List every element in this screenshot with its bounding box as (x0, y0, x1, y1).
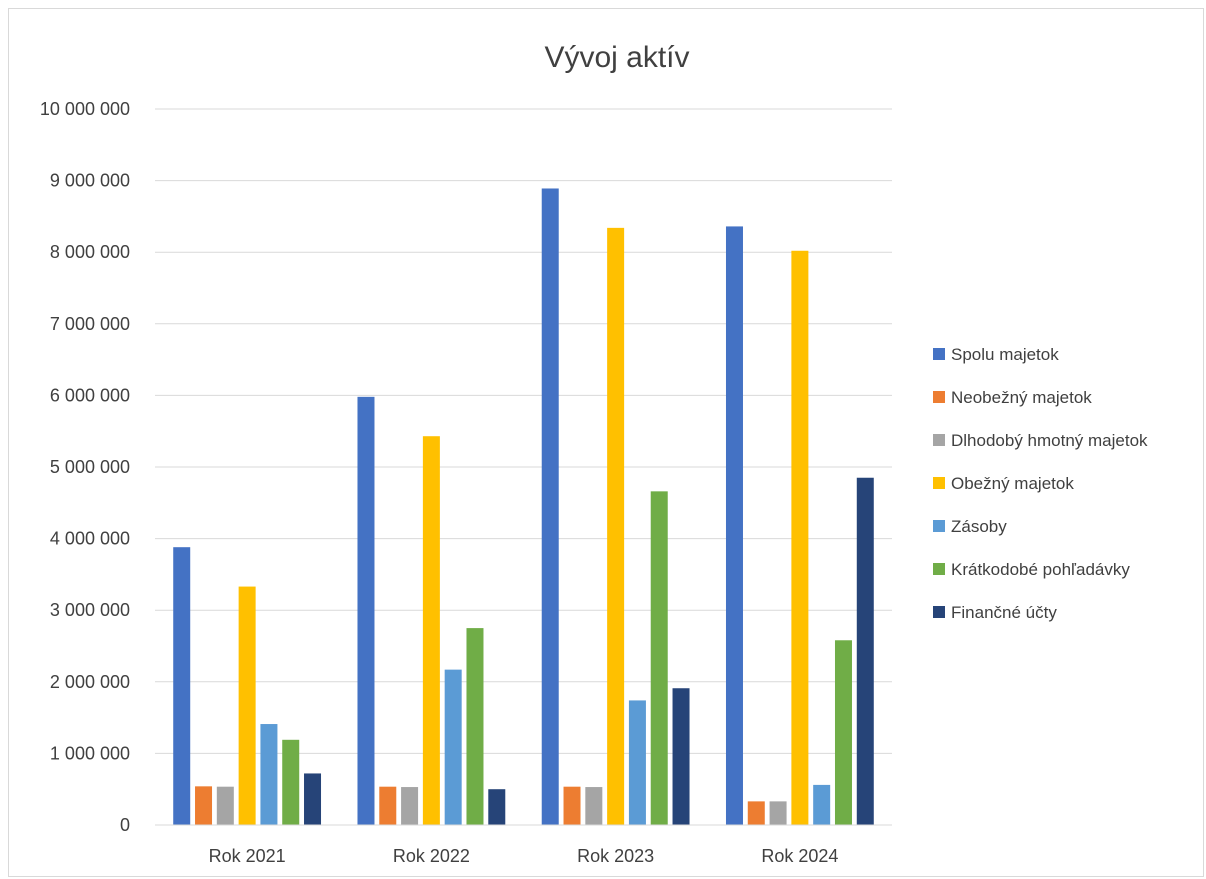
y-tick-label: 9 000 000 (50, 171, 130, 191)
bar (672, 688, 690, 825)
legend-label: Krátkodobé pohľadávky (951, 560, 1130, 579)
bar (541, 188, 559, 826)
y-tick-label: 3 000 000 (50, 600, 130, 620)
bar (607, 227, 625, 826)
y-tick-label: 8 000 000 (50, 242, 130, 262)
grid-lines (155, 108, 892, 754)
bar (585, 787, 603, 825)
x-axis-ticks: Rok 2021 Rok 2022 Rok 2023 Rok 2024 (209, 846, 839, 866)
chart-title: Vývoj aktív (544, 41, 689, 74)
legend-swatch (933, 348, 945, 360)
bar (747, 801, 765, 825)
y-tick-label: 6 000 000 (50, 385, 130, 405)
bar (791, 250, 809, 825)
bar (725, 226, 743, 826)
bar (856, 477, 874, 825)
y-tick-label: 10 000 000 (40, 99, 130, 119)
y-tick-label: 1 000 000 (50, 743, 130, 763)
bar (238, 586, 256, 825)
bar (488, 789, 506, 825)
bar (813, 784, 831, 825)
bar (401, 787, 419, 825)
x-tick-label: Rok 2021 (209, 846, 286, 866)
legend-label: Dlhodobý hmotný majetok (951, 431, 1148, 450)
x-tick-label: Rok 2024 (761, 846, 838, 866)
y-tick-label: 2 000 000 (50, 672, 130, 692)
y-tick-label: 7 000 000 (50, 314, 130, 334)
legend-label: Spolu majetok (951, 345, 1059, 364)
bar (834, 640, 852, 825)
legend-swatch (933, 391, 945, 403)
legend-swatch (933, 606, 945, 618)
legend-label: Neobežný majetok (951, 388, 1092, 407)
y-axis-ticks: 0 1 000 000 2 000 000 3 000 000 4 000 000 5 0… (40, 99, 130, 835)
bar (173, 547, 191, 825)
bar (195, 786, 213, 825)
bar (357, 396, 375, 825)
bar (466, 628, 484, 825)
x-tick-label: Rok 2023 (577, 846, 654, 866)
legend-swatch (933, 434, 945, 446)
bar (650, 491, 668, 825)
legend-swatch (933, 520, 945, 532)
legend-label: Finančné účty (951, 603, 1057, 622)
bars (173, 188, 874, 826)
legend-label: Zásoby (951, 517, 1007, 536)
bar (422, 436, 440, 825)
bar (769, 801, 787, 825)
legend-label: Obežný majetok (951, 474, 1074, 493)
bar (282, 739, 300, 825)
bar (563, 786, 581, 825)
legend-swatch (933, 477, 945, 489)
bar (628, 700, 646, 825)
x-tick-label: Rok 2022 (393, 846, 470, 866)
legend: Spolu majetok Neobežný majetok Dlhodobý hm… (933, 345, 1148, 622)
bar (216, 786, 234, 825)
bar (444, 669, 462, 825)
bar (379, 786, 397, 825)
y-tick-label: 0 (120, 815, 130, 835)
bar (260, 724, 278, 825)
y-tick-label: 4 000 000 (50, 529, 130, 549)
legend-swatch (933, 563, 945, 575)
chart-frame (8, 8, 1204, 877)
y-tick-label: 5 000 000 (50, 457, 130, 477)
bar (304, 773, 322, 825)
